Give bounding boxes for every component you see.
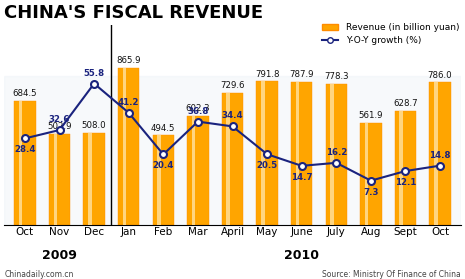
Text: 787.9: 787.9: [289, 70, 314, 79]
Bar: [4, 76, 461, 225]
Bar: [187, 116, 209, 225]
Bar: [326, 84, 347, 225]
Bar: [14, 101, 36, 225]
Bar: [291, 82, 312, 225]
Text: CHINA'S FISCAL REVENUE: CHINA'S FISCAL REVENUE: [4, 4, 263, 22]
Bar: [399, 111, 403, 225]
Text: 32.6: 32.6: [49, 115, 70, 124]
Text: 41.2: 41.2: [118, 98, 140, 107]
Text: 561.9: 561.9: [359, 112, 383, 121]
Text: 2010: 2010: [284, 249, 319, 262]
Text: 12.1: 12.1: [395, 178, 416, 187]
Bar: [49, 134, 70, 225]
Bar: [365, 123, 368, 225]
Text: 684.5: 684.5: [13, 89, 37, 98]
Text: 34.4: 34.4: [222, 111, 243, 121]
Bar: [192, 116, 195, 225]
Text: 7.3: 7.3: [363, 188, 379, 197]
Text: 778.3: 778.3: [324, 72, 349, 81]
Bar: [261, 81, 265, 225]
Text: 791.8: 791.8: [255, 70, 279, 79]
Text: 16.2: 16.2: [326, 148, 347, 157]
Legend: Revenue (in billion yuan), Y-O-Y growth (%): Revenue (in billion yuan), Y-O-Y growth …: [320, 21, 461, 47]
Text: 14.8: 14.8: [429, 151, 451, 160]
Text: 628.7: 628.7: [393, 99, 418, 108]
Bar: [88, 133, 92, 225]
Text: 36.8: 36.8: [187, 107, 209, 116]
Bar: [157, 135, 161, 225]
Bar: [153, 135, 174, 225]
Text: 602.3: 602.3: [186, 104, 210, 113]
Text: 2009: 2009: [42, 249, 77, 262]
Text: 508.0: 508.0: [82, 121, 106, 130]
Bar: [123, 68, 126, 225]
Bar: [83, 133, 105, 225]
Bar: [118, 68, 140, 225]
Bar: [330, 84, 334, 225]
Bar: [53, 134, 57, 225]
Text: Source: Ministry Of Finance of China: Source: Ministry Of Finance of China: [322, 270, 460, 279]
Text: 55.8: 55.8: [84, 69, 105, 78]
Bar: [429, 82, 451, 225]
Bar: [19, 101, 22, 225]
Text: 729.6: 729.6: [220, 81, 245, 90]
Bar: [360, 123, 382, 225]
Bar: [226, 93, 230, 225]
Bar: [434, 82, 438, 225]
Text: Chinadaily.com.cn: Chinadaily.com.cn: [5, 270, 74, 279]
Text: 865.9: 865.9: [116, 56, 141, 65]
Text: 28.4: 28.4: [14, 145, 36, 154]
Text: 20.5: 20.5: [257, 161, 278, 170]
Text: 20.4: 20.4: [153, 162, 174, 170]
Text: 786.0: 786.0: [428, 71, 452, 80]
Bar: [222, 93, 243, 225]
Bar: [256, 81, 278, 225]
Text: 494.5: 494.5: [151, 124, 176, 133]
Text: 14.7: 14.7: [291, 173, 312, 182]
Bar: [395, 111, 416, 225]
Bar: [296, 82, 299, 225]
Text: 502.9: 502.9: [47, 122, 72, 131]
